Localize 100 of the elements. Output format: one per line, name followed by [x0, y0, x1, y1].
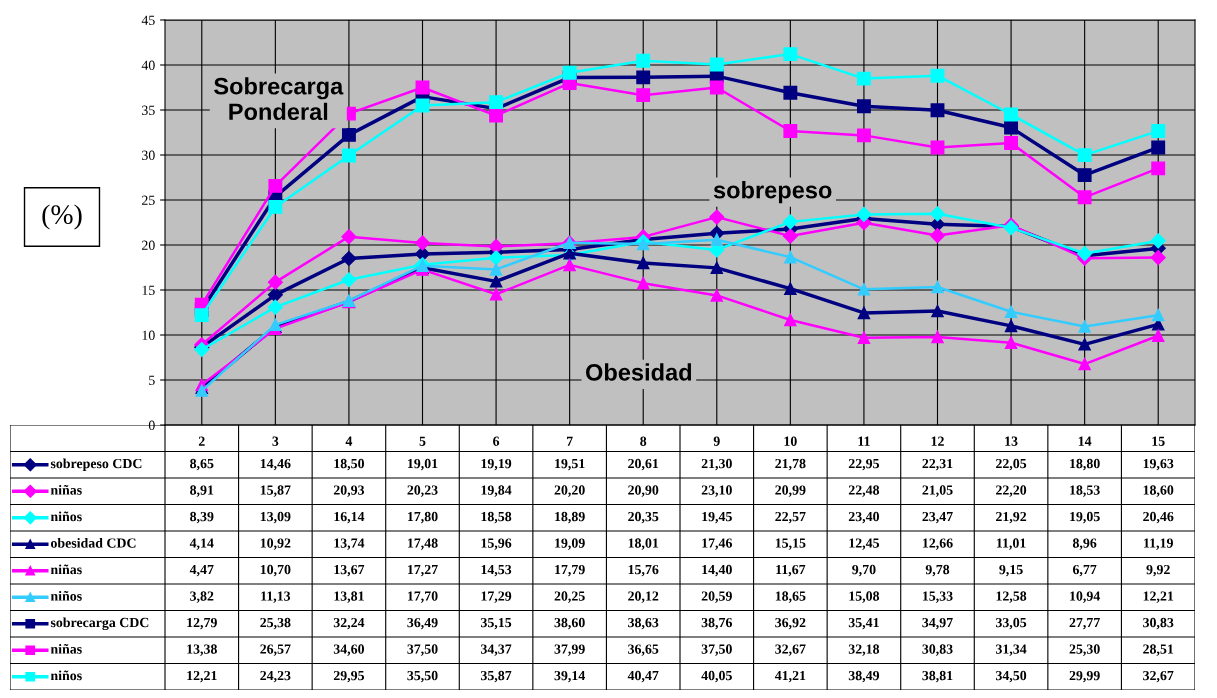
data-label: 13,38	[187, 644, 217, 656]
data-label: 22,05	[996, 458, 1027, 471]
annotation: Sobrecarga Ponderal	[214, 77, 344, 121]
legend-label: sobrepeso CDC	[50, 458, 142, 472]
data-label: 34,97	[922, 617, 953, 630]
data-label: 15,87	[260, 485, 291, 497]
data-label: 35,87	[480, 670, 512, 683]
data-label: 20,12	[628, 591, 659, 603]
data-label: 21,30	[701, 458, 732, 471]
y-tick-label: 20	[142, 240, 155, 250]
data-label: 25,38	[260, 617, 291, 630]
data-label: 38,49	[848, 670, 880, 683]
data-label: 11,19	[1144, 538, 1173, 550]
data-label: 30,83	[922, 644, 953, 656]
x-tick-label: 6	[493, 436, 500, 446]
data-label: 37,99	[554, 644, 585, 656]
data-label: 13,09	[260, 511, 291, 524]
data-label: 18,60	[1143, 485, 1174, 497]
data-label: 20,93	[333, 485, 365, 497]
data-label: 20,25	[554, 591, 585, 603]
x-tick-label: 10	[784, 436, 797, 446]
x-tick-label: 2	[198, 436, 205, 446]
legend-label: sobrecarga CDC	[50, 617, 149, 631]
y-tick-label: 0	[148, 420, 155, 430]
data-label: 8,91	[190, 485, 214, 497]
x-tick-label: 9	[713, 436, 720, 446]
y-tick-label: 5	[149, 375, 155, 385]
data-label: 18,65	[775, 591, 806, 603]
data-label: 25,30	[1069, 644, 1100, 656]
data-label: 30,83	[1143, 617, 1174, 630]
y-tick-label: 10	[142, 330, 155, 340]
data-label: 9,78	[925, 564, 950, 577]
data-label: 33,05	[995, 617, 1027, 630]
data-label: 39,14	[554, 670, 586, 683]
data-label: 3,82	[190, 591, 214, 603]
data-label: 9,15	[999, 564, 1023, 577]
data-label: 36,65	[628, 644, 659, 656]
legend-label: obesidad CDC	[50, 537, 136, 548]
data-label: 20,90	[628, 485, 659, 497]
x-tick-label: 13	[1005, 436, 1018, 446]
data-label: 17,80	[407, 511, 438, 524]
x-tick-label: 15	[1152, 436, 1165, 446]
x-tick-label: 3	[272, 436, 279, 446]
x-tick-label: 12	[931, 436, 944, 446]
data-label: 22,95	[848, 458, 880, 471]
data-label: 17,79	[555, 564, 585, 577]
data-label: 24,23	[260, 670, 291, 683]
data-label: 19,01	[407, 458, 438, 471]
data-label: 35,50	[407, 670, 438, 683]
data-label: 20,99	[775, 485, 806, 497]
data-label: 13,74	[334, 538, 365, 550]
data-label: 10,92	[260, 538, 291, 550]
data-label: 29,99	[1069, 670, 1100, 683]
data-label: 28,51	[1143, 644, 1174, 656]
legend-label: niños	[50, 670, 82, 681]
data-label: 9,70	[852, 564, 876, 577]
data-label: 18,01	[628, 538, 659, 550]
data-label: 35,41	[848, 617, 879, 630]
data-label: 19,19	[481, 458, 512, 471]
x-tick-label: 14	[1078, 436, 1092, 446]
data-label: 19,09	[555, 538, 585, 550]
data-label: 8,39	[190, 511, 214, 524]
data-label: 18,58	[481, 511, 512, 524]
data-label: 10,94	[1070, 591, 1101, 603]
data-label: 22,48	[848, 485, 880, 497]
legend-label: niños	[50, 590, 82, 601]
data-label: 35,15	[480, 617, 512, 630]
data-label: 17,29	[481, 591, 512, 603]
data-label: 19,45	[702, 511, 732, 524]
data-label: 21,92	[996, 511, 1027, 524]
x-tick-label: 5	[419, 436, 426, 446]
data-label: 38,63	[628, 617, 659, 630]
data-label: 20,46	[1143, 511, 1174, 524]
data-label: 19,51	[555, 458, 585, 471]
data-label: 32,18	[848, 644, 880, 656]
data-label: 15,08	[849, 591, 880, 603]
data-label: 19,84	[481, 485, 512, 497]
data-label: 21,78	[775, 458, 806, 471]
data-label: 8,96	[1072, 538, 1097, 550]
data-label: 12,58	[996, 591, 1027, 603]
data-label: 41,21	[774, 670, 806, 683]
legend-label: niñas	[50, 564, 82, 575]
legend-label: niños	[50, 511, 82, 522]
data-label: 32,67	[1143, 670, 1174, 683]
data-label: 20,20	[554, 485, 585, 497]
data-label: 22,57	[775, 511, 806, 524]
data-label: 21,05	[922, 485, 953, 497]
data-label: 17,46	[702, 538, 732, 550]
data-label: 9,92	[1146, 564, 1170, 577]
data-label: 20,23	[407, 485, 438, 497]
data-label: 32,24	[333, 617, 365, 630]
data-label: 11,67	[776, 564, 806, 577]
data-label: 19,63	[1143, 458, 1174, 471]
data-label: 14,53	[481, 564, 512, 577]
y-tick-label: 15	[142, 285, 155, 295]
annotation: Obesidad	[585, 363, 692, 381]
data-label: 12,45	[849, 538, 880, 550]
data-label: 16,14	[334, 511, 365, 524]
data-label: 15,33	[922, 591, 953, 603]
data-label: 34,60	[333, 644, 365, 656]
